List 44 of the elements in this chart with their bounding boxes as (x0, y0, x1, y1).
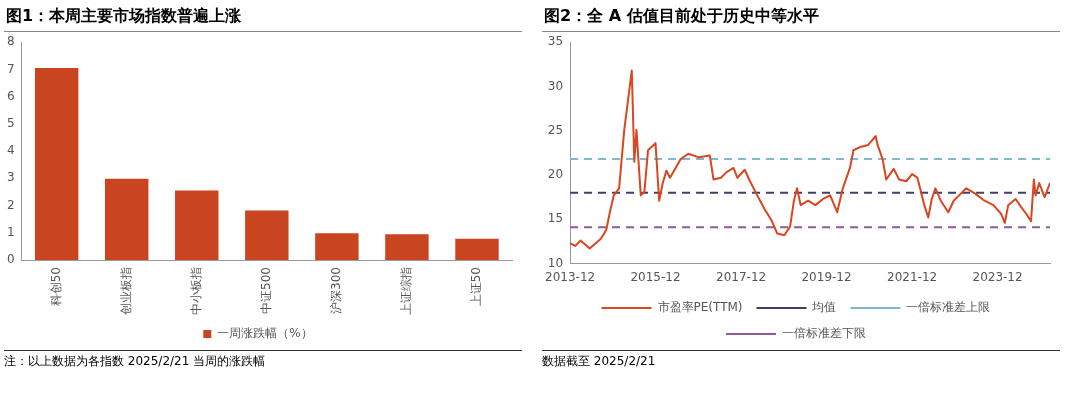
chart-title: 图2：全 A 估值目前处于历史中等水平 (542, 4, 1060, 32)
x-tick-label: 沪深300 (328, 267, 343, 314)
y-tick-label: 3 (6, 170, 15, 185)
text: 数据截至 2025/2/21 (542, 350, 1060, 370)
y-tick-label: 6 (6, 88, 15, 103)
bar (315, 233, 359, 260)
x-tick-label: 2019-12 (801, 269, 852, 284)
x-tick-label: 2023-12 (972, 269, 1023, 284)
x-tick-label: 中小板指 (188, 267, 203, 315)
bar (105, 178, 149, 260)
y-tick-label: 30 (547, 78, 564, 93)
y-tick-label: 15 (547, 211, 564, 226)
x-tick-label: 2015-12 (630, 269, 681, 284)
x-tick-label: 2017-12 (716, 269, 767, 284)
y-tick-label: 8 (6, 34, 15, 49)
y-tick-label: 7 (6, 61, 15, 76)
y-tick-label: 4 (6, 143, 15, 158)
y-tick-label: 20 (547, 167, 564, 182)
bar (455, 238, 499, 260)
y-tick-label: 10 (547, 255, 564, 270)
x-tick-label: 2021-12 (887, 269, 938, 284)
chart-title: 图1：本周主要市场指数普遍上涨 (4, 4, 522, 32)
y-tick-label: 5 (6, 116, 15, 130)
x-tick-label: 2013-12 (545, 269, 596, 284)
legend-label: 一倍标准差下限 (782, 326, 866, 341)
bar (34, 68, 79, 260)
bar (175, 190, 219, 260)
x-tick-label: 创业板指 (118, 267, 133, 315)
bar (245, 210, 289, 260)
x-tick-label: 中证500 (258, 267, 273, 314)
text: 注：以上数据为各指数 2025/2/21 当周的涨跌幅 (4, 350, 522, 370)
y-tick-label: 35 (547, 34, 564, 49)
x-tick-label: 上证50 (469, 267, 484, 307)
legend-label: 均值 (811, 300, 837, 315)
y-tick-label: 25 (547, 122, 564, 137)
x-tick-label: 上证综指 (399, 267, 414, 315)
legend-label: 一周涨跌幅（%） (217, 326, 313, 341)
legend-label: 市盈率PE(TTM) (657, 300, 743, 315)
y-tick-label: 0 (6, 252, 15, 267)
legend-label: 一倍标准差上限 (906, 300, 991, 315)
y-tick-label: 1 (6, 224, 15, 239)
x-tick-label: 科创50 (48, 267, 63, 307)
bar (385, 234, 429, 260)
y-tick-label: 2 (6, 197, 15, 212)
